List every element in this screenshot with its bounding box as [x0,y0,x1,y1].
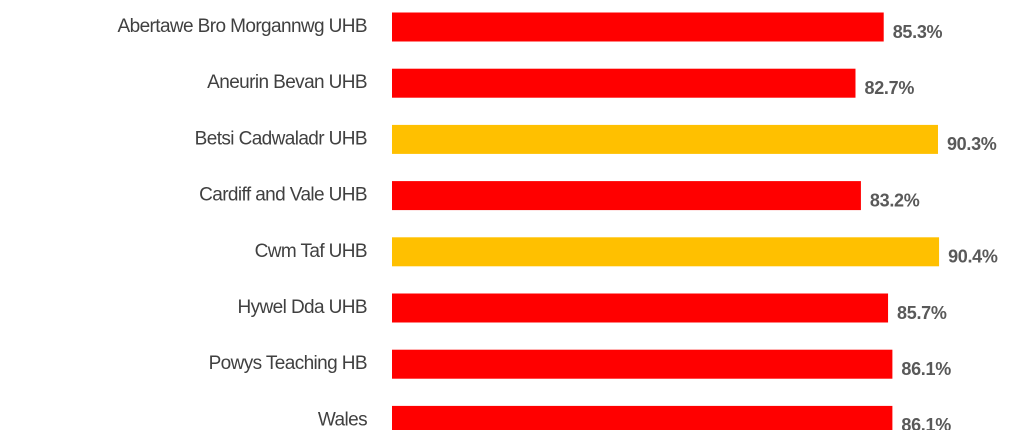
value-label: 86.1% [901,359,951,379]
bar [392,124,938,154]
bar [392,237,940,267]
bar [392,181,861,211]
category-label: Abertawe Bro Morgannwg UHB [118,16,367,37]
bar [392,68,856,98]
category-label: Cwm Taf UHB [255,241,367,262]
category-label: Aneurin Bevan UHB [207,72,367,93]
value-label: 90.3% [947,134,997,154]
value-label: 85.3% [893,22,943,42]
value-label: 82.7% [864,78,914,98]
bar [392,405,893,430]
value-label: 90.4% [948,247,998,267]
value-label: 83.2% [870,190,920,210]
category-label: Wales [318,409,367,430]
bar [392,349,893,379]
value-label: 85.7% [897,303,947,323]
bar [392,293,889,323]
bar [392,12,884,42]
category-label: Cardiff and Vale UHB [199,185,367,206]
category-label: Powys Teaching HB [209,353,367,374]
value-label: 86.1% [901,415,951,430]
category-label: Hywel Dda UHB [238,297,367,318]
category-label: Betsi Cadwaladr UHB [195,128,367,149]
